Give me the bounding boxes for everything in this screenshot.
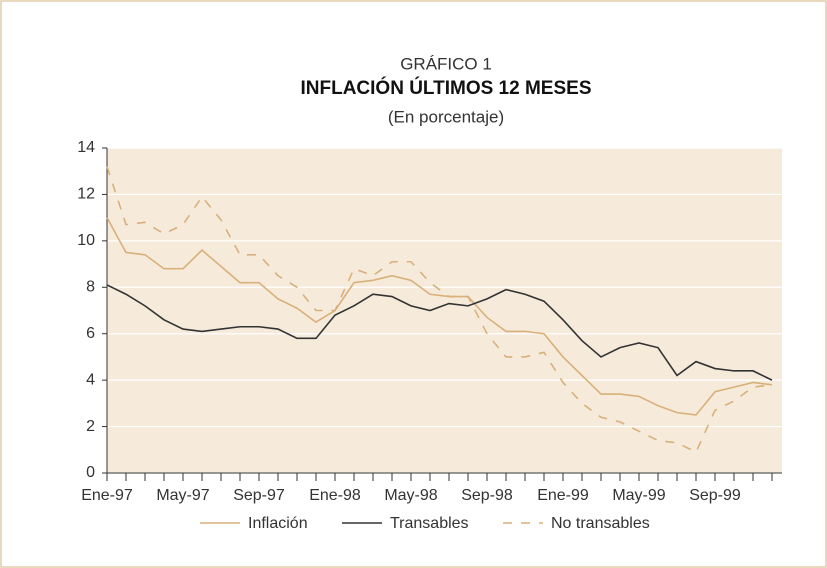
chart-note: (En porcentaje) (388, 107, 504, 126)
x-tick-label: Sep-98 (461, 487, 513, 504)
legend-label: Inflación (248, 515, 308, 532)
series-line (106, 217, 773, 416)
y-tick-label: 12 (77, 186, 95, 203)
x-tick-label: Ene-97 (81, 487, 133, 504)
y-tick-label: 8 (86, 279, 95, 296)
x-tick-label: Sep-97 (233, 487, 285, 504)
x-tick-label: May-98 (384, 487, 437, 504)
y-tick-label: 0 (86, 464, 95, 481)
x-tick-label: Ene-99 (537, 487, 589, 504)
x-tick-label: Sep-99 (689, 487, 741, 504)
legend-label: No transables (551, 515, 650, 532)
plot-area (107, 148, 782, 473)
y-tick-label: 4 (86, 371, 95, 388)
chart-title: GRÁFICO 1 (400, 54, 492, 73)
y-tick-label: 10 (77, 232, 95, 249)
x-tick-label: Ene-98 (309, 487, 361, 504)
x-tick-label: May-99 (612, 487, 665, 504)
y-tick-label: 14 (77, 139, 95, 156)
series-line (106, 284, 773, 381)
x-tick-label: May-97 (156, 487, 209, 504)
chart-subtitle: INFLACIÓN ÚLTIMOS 12 MESES (300, 77, 591, 99)
y-tick-label: 2 (86, 418, 95, 435)
series-line (106, 166, 773, 454)
y-tick-label: 6 (86, 325, 95, 342)
legend-label: Transables (390, 515, 469, 532)
